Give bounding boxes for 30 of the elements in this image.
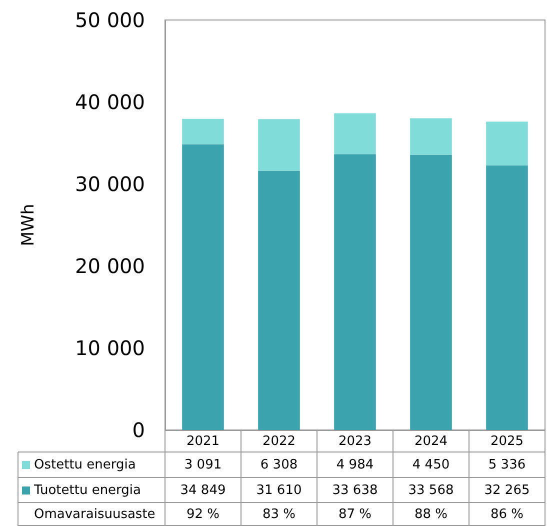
- text: 92 %: [186, 507, 220, 522]
- y-tick-label: 50 000: [75, 8, 145, 32]
- data-label: 31 610: [256, 483, 302, 498]
- text: 87 %: [338, 507, 372, 522]
- text: 86 %: [490, 507, 524, 522]
- data-label: 6 308: [260, 458, 298, 472]
- data-label: 3 091: [184, 458, 222, 472]
- y-tick-label: 0: [132, 418, 145, 442]
- text: 83 %: [262, 507, 296, 522]
- data-label: 5 336: [488, 458, 526, 472]
- y-axis-title: MWh: [18, 204, 38, 246]
- legend-label: Tuotettu energia: [33, 483, 142, 498]
- y-tick-label: 10 000: [75, 336, 145, 360]
- text: 88 %: [414, 507, 448, 522]
- text: Omavaraisuusaste: [34, 507, 156, 522]
- data-label: 32 265: [484, 483, 530, 498]
- y-tick-label: 40 000: [75, 90, 145, 114]
- x-tick-label: 2024: [414, 434, 448, 449]
- legend-label: Ostettu energia: [34, 458, 136, 472]
- data-label: 34 849: [180, 483, 226, 498]
- data-label: 33 638: [332, 483, 378, 498]
- data-label: 33 568: [408, 483, 454, 498]
- data-label: 4 984: [336, 458, 374, 472]
- x-tick-label: 2022: [262, 434, 296, 449]
- data-label: 4 450: [412, 458, 450, 472]
- x-tick-label: 2023: [338, 434, 372, 449]
- x-tick-label: 2025: [490, 434, 524, 449]
- y-tick-label: 30 000: [75, 172, 145, 196]
- y-tick-label: 20 000: [75, 254, 145, 278]
- x-tick-label: 2021: [186, 434, 220, 449]
